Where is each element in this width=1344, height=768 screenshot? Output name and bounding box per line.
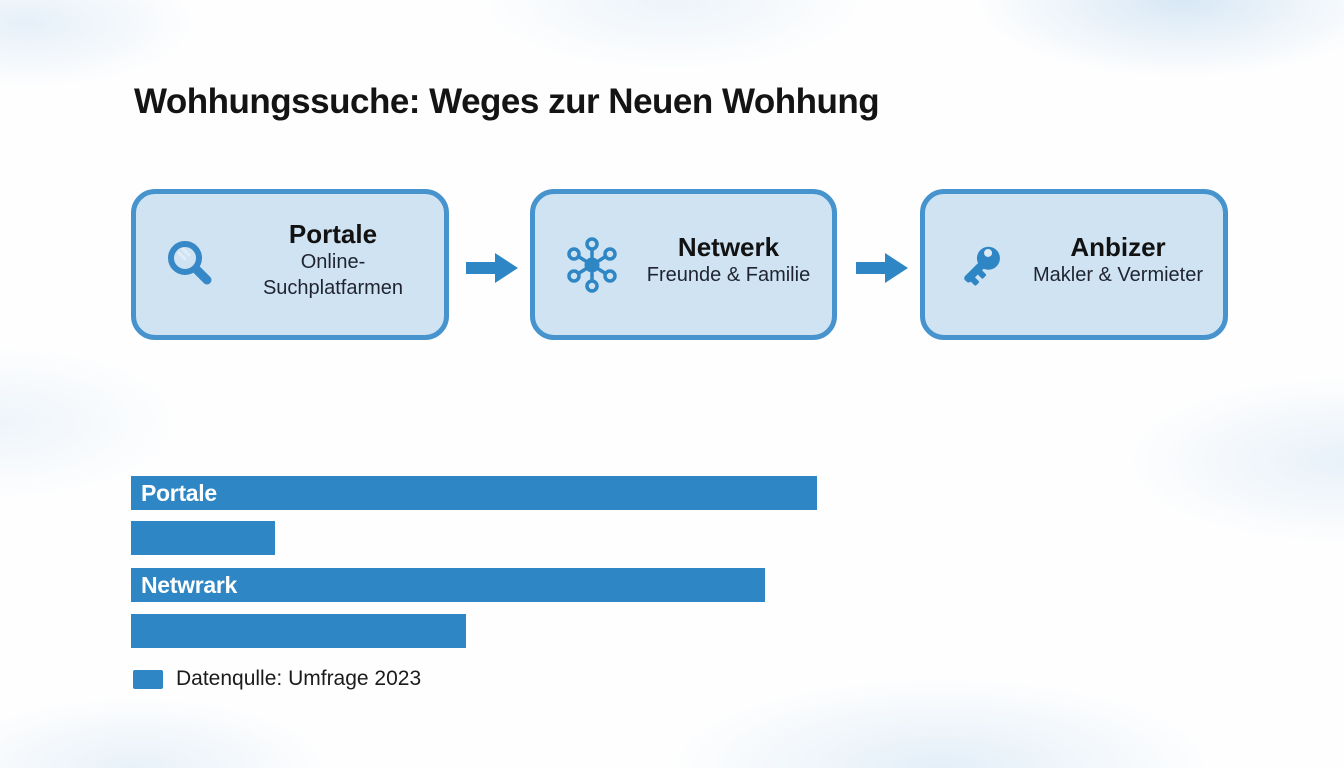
flow-step-anbizer: Anbizer Makler & Vermieter <box>920 189 1228 340</box>
flow-step-title: Portale <box>288 218 378 249</box>
legend-label: Datenqulle: Umfrage 2023 <box>176 667 422 690</box>
network-icon <box>567 236 617 293</box>
flow-step-netwerk: Netwerk Freunde & Familie <box>530 189 837 340</box>
arrow-right-icon <box>466 253 518 283</box>
chart-legend: Datenqulle: Umfrage 2023 <box>133 667 421 691</box>
legend-swatch-icon <box>133 669 163 689</box>
bar-netwrark: Netwrark <box>131 568 765 602</box>
flow-step-title: Netwerk <box>677 231 780 262</box>
flow-step-title: Anbizer <box>1070 231 1166 262</box>
key-icon <box>964 246 1000 286</box>
flow-step-subtitle: Makler & Vermieter <box>1032 264 1204 287</box>
bar-label: Portale <box>141 479 217 506</box>
flow-step-portale: Portale Online-Suchplatfarmen <box>131 189 449 340</box>
bar-unlabeled-2 <box>131 614 466 648</box>
flow-step-subtitle: Freunde & Familie <box>646 264 811 287</box>
magnifier-icon <box>168 240 212 284</box>
arrow-right-icon <box>856 253 908 283</box>
bar-portale: Portale <box>131 476 817 510</box>
bar-unlabeled-1 <box>131 521 275 555</box>
bar-label: Netwrark <box>141 571 238 598</box>
flow-step-subtitle: Online-Suchplatfarmen <box>262 251 404 300</box>
page-title: Wohhungssuche: Weges zur Neuen Wohhung <box>134 82 880 121</box>
